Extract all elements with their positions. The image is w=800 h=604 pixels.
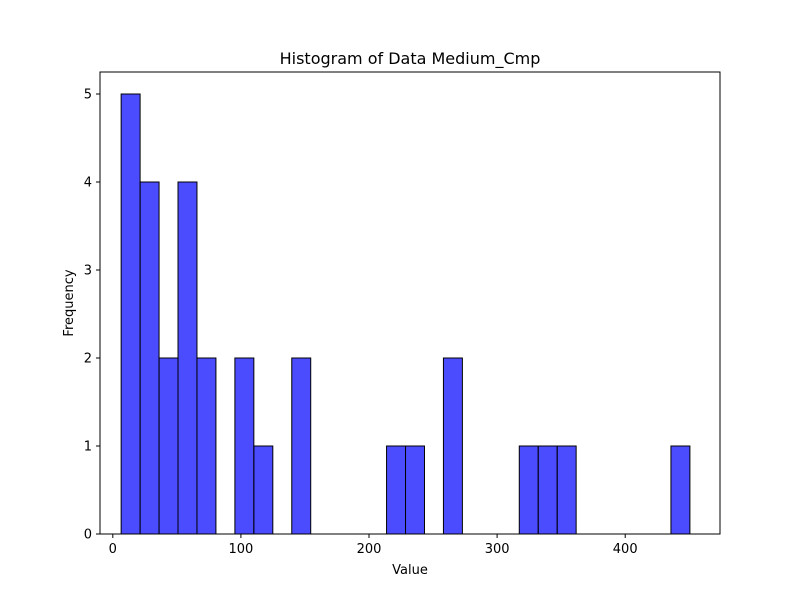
x-axis-ticks: 0 100 200 300 400 — [109, 534, 638, 557]
y-tick-label: 3 — [84, 264, 92, 279]
y-tick-label: 1 — [84, 440, 92, 455]
x-tick-label: 0 — [109, 542, 117, 557]
histogram-bar — [405, 445, 425, 535]
histogram-bar — [120, 93, 141, 535]
plot-frame — [99, 71, 721, 535]
histogram-bar — [158, 357, 179, 535]
y-tick-label: 5 — [84, 88, 92, 103]
histogram-bar — [386, 445, 407, 535]
y-axis-label: Frequency — [62, 269, 77, 336]
y-tick-label: 4 — [84, 176, 92, 191]
histogram-bar — [177, 181, 198, 535]
y-tick-label: 0 — [84, 528, 92, 543]
histogram-bar — [139, 181, 160, 535]
x-axis-label: Value — [392, 563, 428, 578]
x-tick-label: 300 — [485, 542, 510, 557]
x-tick-label: 200 — [357, 542, 382, 557]
histogram-bar — [518, 445, 539, 535]
histogram-bar — [442, 357, 463, 535]
histogram-bar — [234, 357, 255, 535]
y-axis-ticks: 0 1 2 3 4 5 — [84, 88, 100, 543]
histogram-bar — [196, 357, 217, 535]
histogram-bar — [253, 445, 274, 535]
histogram-bar — [670, 445, 691, 535]
x-tick-label: 100 — [228, 542, 253, 557]
histogram-bar — [537, 445, 558, 535]
y-tick-label: 2 — [84, 352, 92, 367]
bars-group — [120, 93, 691, 535]
histogram-bar — [291, 357, 312, 535]
x-tick-label: 400 — [613, 542, 638, 557]
histogram-bar — [556, 445, 577, 535]
chart-title: Histogram of Data Medium_Cmp — [280, 49, 541, 69]
